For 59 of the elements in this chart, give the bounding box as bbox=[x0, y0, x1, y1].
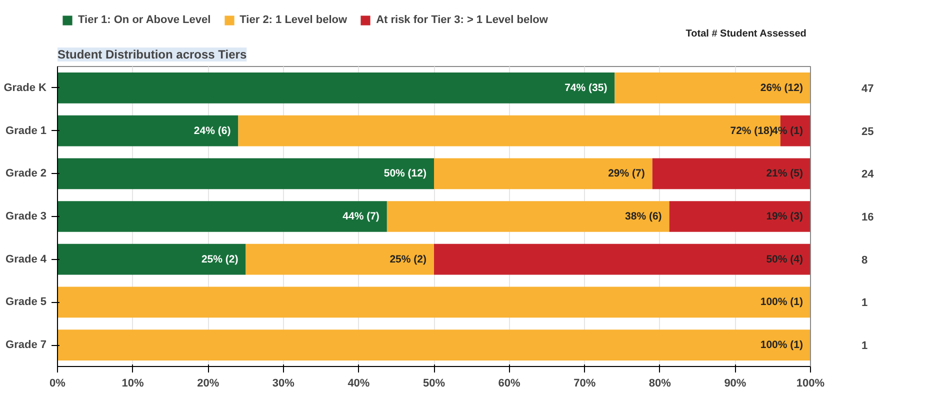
bar bbox=[58, 286, 810, 318]
x-tick-label: 70% bbox=[574, 378, 596, 390]
y-tick-label: Grade 2 bbox=[6, 168, 47, 180]
y2-tick-label: 25 bbox=[862, 126, 874, 138]
y2-tick-label: 8 bbox=[862, 254, 868, 266]
data-label: 100% (1) bbox=[760, 296, 803, 308]
data-label: 50% (4) bbox=[766, 253, 803, 266]
y-tick-label: Grade 3 bbox=[6, 210, 47, 222]
x-tick-label: 60% bbox=[498, 378, 521, 390]
y2-tick-label: 47 bbox=[862, 82, 874, 95]
y2-tick-label: 1 bbox=[862, 297, 868, 310]
data-label: 29% (7) bbox=[608, 168, 645, 180]
x-tick-label: 30% bbox=[272, 378, 295, 390]
bar bbox=[652, 158, 810, 190]
data-label: 24% (6) bbox=[194, 124, 231, 137]
bar bbox=[669, 201, 810, 232]
x-tick-label: 80% bbox=[648, 378, 672, 390]
data-label: 50% (12) bbox=[384, 168, 426, 180]
bar bbox=[58, 158, 434, 190]
data-label: 25% (2) bbox=[390, 253, 426, 266]
y-tick-label: Grade K bbox=[4, 82, 47, 94]
x-tick-label: 10% bbox=[122, 378, 144, 390]
y2-axis-title: Total # Student Assessed bbox=[686, 28, 806, 40]
y-tick-label: Grade 5 bbox=[6, 296, 47, 308]
data-label: 26% (12) bbox=[760, 82, 803, 94]
data-label: 25% (2) bbox=[201, 253, 238, 266]
x-tick-label: 0% bbox=[50, 378, 66, 390]
y-tick-label: Grade 1 bbox=[6, 124, 47, 137]
x-tick-label: 50% bbox=[422, 378, 446, 390]
bar bbox=[434, 158, 652, 190]
bar bbox=[58, 330, 810, 360]
legend-label: Tier 2: 1 Level below bbox=[240, 14, 348, 26]
x-tick-label: 100% bbox=[796, 378, 825, 390]
data-label: 21% (5) bbox=[766, 168, 803, 180]
x-tick-label: 40% bbox=[348, 378, 370, 390]
x-tick-label: 20% bbox=[197, 378, 220, 390]
bar bbox=[58, 201, 387, 232]
bar bbox=[614, 72, 810, 104]
y2-tick-label: 16 bbox=[862, 212, 874, 224]
bar bbox=[386, 201, 670, 232]
data-label: 72% (18) bbox=[730, 124, 773, 137]
y2-tick-label: 1 bbox=[862, 340, 868, 352]
legend-label: Tier 1: On or Above Level bbox=[78, 14, 211, 26]
x-tick-label: 90% bbox=[724, 378, 746, 390]
data-label: 44% (7) bbox=[342, 210, 380, 222]
bar bbox=[434, 244, 810, 275]
bar bbox=[58, 72, 615, 104]
y-tick-label: Grade 4 bbox=[6, 253, 48, 266]
data-label: 100% (1) bbox=[760, 339, 803, 352]
y2-tick-label: 24 bbox=[862, 168, 875, 181]
data-label: 19% (3) bbox=[766, 210, 803, 222]
bar bbox=[246, 244, 434, 275]
data-label: 74% (35) bbox=[564, 82, 608, 94]
y-tick-label: Grade 7 bbox=[6, 339, 47, 352]
legend-label: At risk for Tier 3: > 1 Level below bbox=[376, 14, 548, 26]
bar bbox=[58, 244, 246, 275]
bar bbox=[58, 115, 238, 146]
data-label: 38% (6) bbox=[625, 210, 662, 222]
chart-title: Student Distribution across Tiers bbox=[58, 48, 247, 62]
